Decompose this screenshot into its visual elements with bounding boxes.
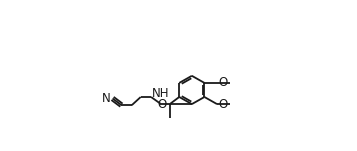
Text: O: O	[219, 98, 228, 111]
Text: O: O	[158, 98, 167, 111]
Text: N: N	[102, 92, 110, 105]
Text: O: O	[219, 76, 228, 89]
Text: NH: NH	[152, 87, 169, 100]
